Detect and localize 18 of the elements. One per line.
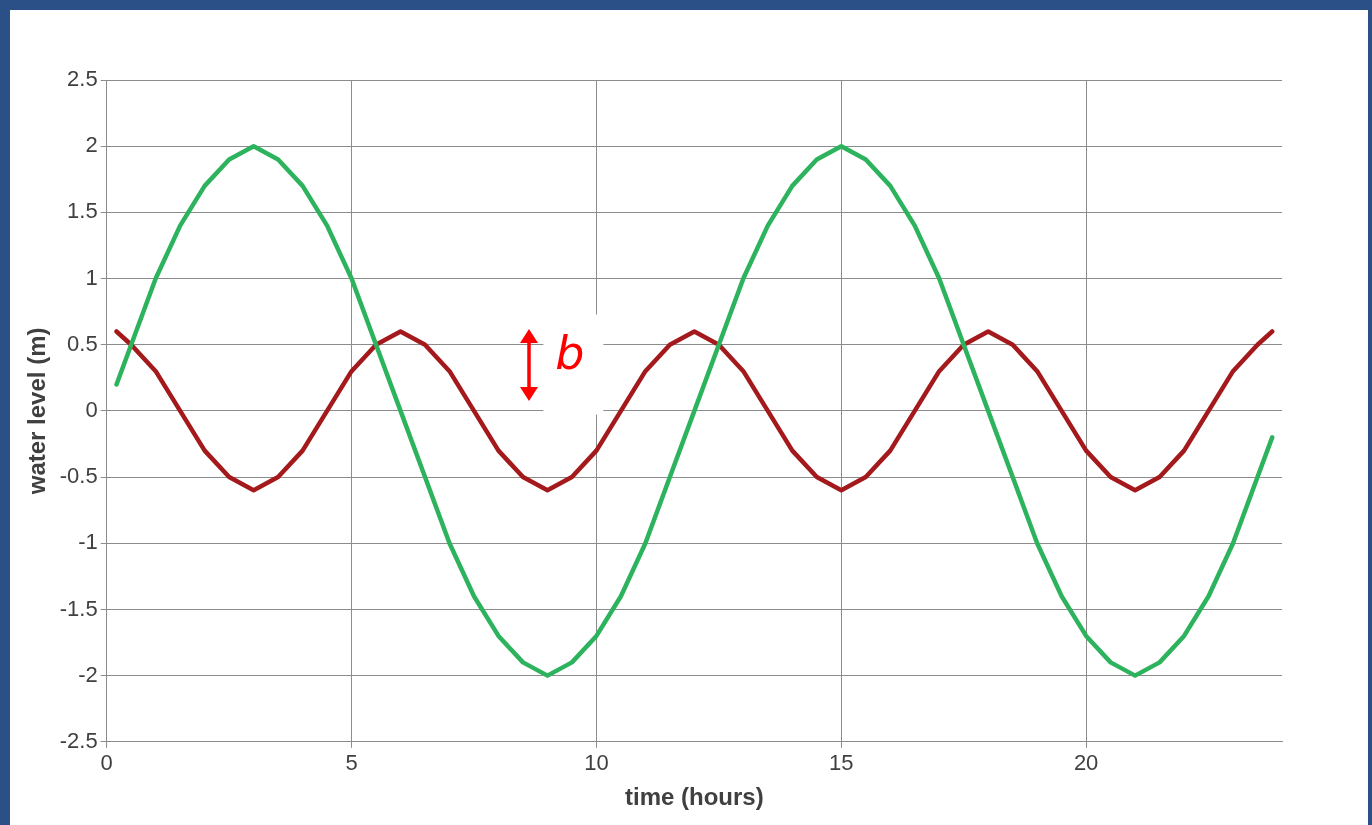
y-tick-label: 2 — [85, 132, 98, 158]
x-tick-label: 5 — [345, 750, 358, 776]
y-tick-label: -2.5 — [59, 727, 98, 753]
y-tick-label: -1.5 — [59, 595, 98, 621]
x-axis-title: time (hours) — [625, 783, 764, 811]
y-tick-label: 1.5 — [67, 198, 98, 224]
y-tick-label: -2 — [78, 661, 98, 687]
y-tick-label: -0.5 — [59, 463, 98, 489]
y-tick-label: 0.5 — [67, 330, 98, 356]
x-tick-label: 15 — [829, 750, 854, 776]
y-tick-label: 0 — [85, 396, 98, 422]
y-tick-label: 2.5 — [67, 66, 98, 92]
y-tick-label: 1 — [85, 264, 98, 290]
annotation: b — [555, 325, 585, 380]
y-axis-title: water level (m) — [23, 327, 51, 496]
y-tick-label: -1 — [78, 529, 98, 555]
x-tick-label: 10 — [584, 750, 609, 776]
x-tick-label: 20 — [1073, 750, 1099, 776]
